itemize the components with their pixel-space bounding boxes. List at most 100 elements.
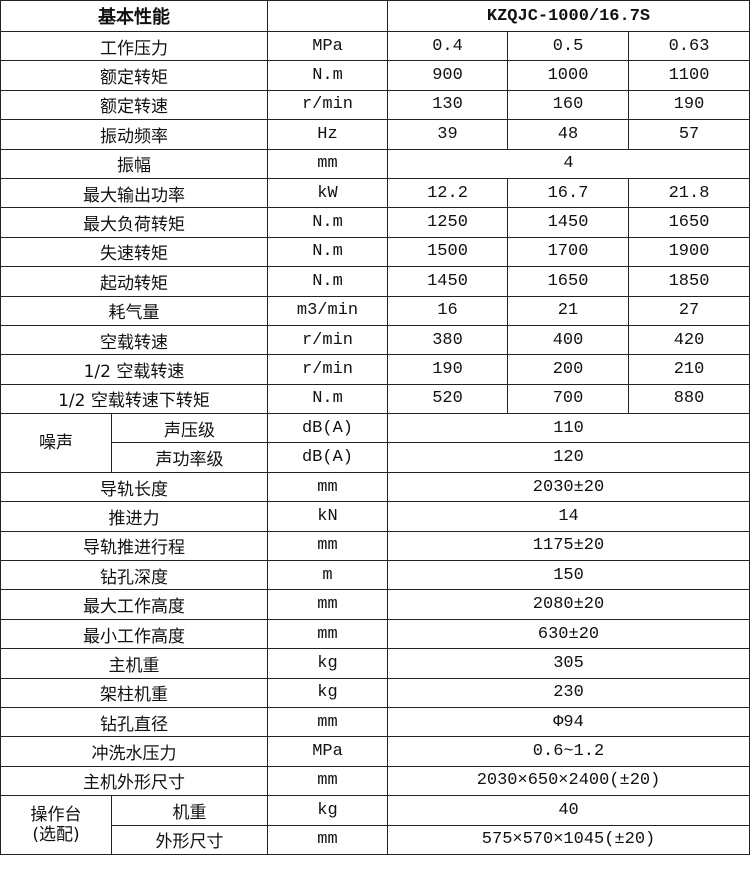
- table-row: 振幅 mm 4: [0, 148, 750, 179]
- row-label: 失速转矩: [0, 236, 268, 268]
- table-row: 导轨长度 mm 2030±20: [0, 471, 750, 503]
- value-cell: 1250: [387, 207, 508, 238]
- value-cell: 110: [386, 413, 750, 444]
- row-label: 工作压力: [0, 30, 268, 62]
- unit-cell: N.m: [267, 236, 388, 268]
- unit-cell: Hz: [267, 119, 388, 150]
- row-label: 振幅: [0, 148, 268, 179]
- row-label: 导轨长度: [0, 471, 268, 503]
- unit-cell: kW: [267, 177, 388, 209]
- table-row: 声功率级 dB(A) 120: [1, 442, 750, 473]
- value-cell: 1650: [507, 266, 629, 297]
- row-label: 主机重: [0, 648, 268, 679]
- value-cell: 420: [627, 324, 750, 356]
- unit-cell: mm: [267, 589, 388, 620]
- value-cell: 1100: [627, 60, 750, 91]
- row-label: 钻孔直径: [0, 706, 268, 738]
- row-label: 主机外形尺寸: [0, 765, 268, 797]
- unit-cell: mm: [267, 530, 388, 562]
- row-label: 声功率级: [111, 442, 268, 473]
- row-label: 空载转速: [0, 324, 268, 356]
- value-cell: 16.7: [507, 177, 629, 209]
- unit-cell: mm: [267, 471, 388, 503]
- table-row: 主机外形尺寸 mm 2030×650×2400(±20): [0, 765, 750, 797]
- unit-cell: r/min: [267, 89, 388, 121]
- unit-cell: dB(A): [267, 413, 388, 444]
- value-cell: 200: [507, 354, 629, 385]
- value-cell: 380: [387, 324, 508, 356]
- table-row: 推进力 kN 14: [0, 501, 750, 532]
- unit-cell: mm: [267, 148, 388, 179]
- value-cell: 40: [386, 795, 750, 826]
- value-cell: 57: [627, 119, 750, 150]
- unit-cell: kg: [267, 795, 388, 826]
- unit-cell: kg: [267, 648, 388, 679]
- row-label: 1/2 空载转速下转矩: [0, 383, 268, 415]
- unit-cell: mm: [267, 706, 388, 738]
- value-cell: 27: [627, 295, 750, 326]
- value-cell: 2030±20: [386, 471, 750, 503]
- table-row: 空载转速 r/min 380 400 420: [0, 324, 750, 356]
- unit-cell: N.m: [267, 60, 388, 91]
- row-label: 钻孔深度: [0, 560, 268, 591]
- row-label: 冲洗水压力: [0, 736, 268, 767]
- table-row: 1/2 空载转速 r/min 190 200 210: [0, 354, 750, 385]
- value-cell: 1000: [507, 60, 629, 91]
- unit-cell: N.m: [267, 207, 388, 238]
- unit-cell: MPa: [267, 30, 388, 62]
- table-row: 冲洗水压力 MPa 0.6~1.2: [0, 736, 750, 767]
- value-cell: 1650: [627, 207, 750, 238]
- row-label: 起动转矩: [0, 266, 268, 297]
- table-row: 主机重 kg 305: [0, 648, 750, 679]
- unit-cell: MPa: [267, 736, 388, 767]
- table-row: 导轨推进行程 mm 1175±20: [0, 530, 750, 562]
- row-label: 最大负荷转矩: [0, 207, 268, 238]
- unit-cell: kg: [267, 677, 388, 708]
- value-cell: 210: [627, 354, 750, 385]
- value-cell: 14: [386, 501, 750, 532]
- value-cell: 900: [387, 60, 508, 91]
- row-label: 推进力: [0, 501, 268, 532]
- header-model: KZQJC-1000/16.7S: [386, 0, 750, 32]
- value-cell: 190: [387, 354, 508, 385]
- value-cell: 575×570×1045(±20): [386, 824, 750, 855]
- value-cell: 150: [386, 560, 750, 591]
- unit-cell: mm: [267, 824, 388, 855]
- row-label: 最大输出功率: [0, 177, 268, 209]
- value-cell: 1850: [627, 266, 750, 297]
- table-row: 架柱机重 kg 230: [0, 677, 750, 708]
- unit-cell: mm: [267, 618, 388, 650]
- table-row: 失速转矩 N.m 1500 1700 1900: [0, 236, 750, 268]
- value-cell: 48: [507, 119, 629, 150]
- table-row: 起动转矩 N.m 1450 1650 1850: [0, 266, 750, 297]
- row-label: 额定转矩: [0, 60, 268, 91]
- value-cell: 0.6~1.2: [386, 736, 750, 767]
- table-row: 最小工作高度 mm 630±20: [0, 618, 750, 650]
- table-row: 钻孔深度 m 150: [0, 560, 750, 591]
- unit-cell: dB(A): [267, 442, 388, 473]
- value-cell: 130: [387, 89, 508, 121]
- table-row: 最大工作高度 mm 2080±20: [0, 589, 750, 620]
- unit-cell: N.m: [267, 383, 388, 415]
- value-cell: 12.2: [387, 177, 508, 209]
- row-label: 最小工作高度: [0, 618, 268, 650]
- row-label: 最大工作高度: [0, 589, 268, 620]
- table-row: 噪声 声压级 dB(A) 110: [0, 413, 750, 473]
- unit-cell: mm: [267, 765, 388, 797]
- value-cell: 21: [507, 295, 629, 326]
- spec-table: 基本性能 KZQJC-1000/16.7S 工作压力 MPa 0.4 0.5 0.63 额…: [0, 0, 750, 855]
- value-cell: 700: [507, 383, 629, 415]
- table-row: 钻孔直径 mm Φ94: [0, 706, 750, 738]
- value-cell: 2030×650×2400(±20): [386, 765, 750, 797]
- row-label: 导轨推进行程: [0, 530, 268, 562]
- unit-cell: kN: [267, 501, 388, 532]
- value-cell: 0.5: [507, 30, 629, 62]
- row-label: 外形尺寸: [111, 824, 268, 855]
- table-row: 耗气量 m3/min 16 21 27: [0, 295, 750, 326]
- header-row: 基本性能 KZQJC-1000/16.7S: [0, 0, 750, 32]
- table-row: 额定转速 r/min 130 160 190: [0, 89, 750, 121]
- table-row: 额定转矩 N.m 900 1000 1100: [0, 60, 750, 91]
- value-cell: 21.8: [627, 177, 750, 209]
- row-label: 架柱机重: [0, 677, 268, 708]
- value-cell: 230: [386, 677, 750, 708]
